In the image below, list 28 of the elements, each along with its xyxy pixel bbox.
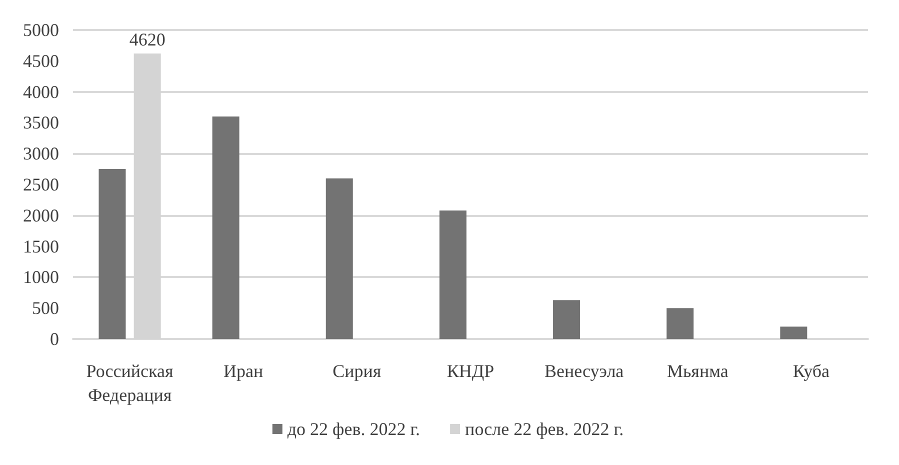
y-tick-label: 3000 [23, 144, 59, 164]
x-tick-label: Куба [792, 361, 830, 381]
bar [212, 116, 240, 339]
x-tick-label: Мьянма [666, 361, 728, 381]
x-tick-label: Венесуэла [544, 361, 624, 381]
bar [666, 308, 694, 339]
bar [780, 326, 808, 339]
x-tick-label: Российская Федерация [86, 361, 174, 405]
x-tick-label: КНДР [446, 361, 494, 381]
y-tick-label: 4500 [23, 50, 59, 71]
bar [439, 210, 466, 339]
y-tick-label: 4000 [23, 82, 59, 102]
y-tick-label: 1000 [23, 267, 59, 288]
y-tick-label: 5000 [23, 20, 59, 40]
legend-label: до 22 фев. 2022 г. [287, 419, 420, 439]
y-tick-label: 3500 [23, 112, 59, 133]
bar [98, 169, 126, 339]
bar [553, 300, 580, 339]
y-tick-label: 1500 [23, 236, 59, 256]
y-tick-label: 2500 [23, 174, 59, 194]
bar [326, 178, 353, 339]
y-tick-label: 500 [32, 298, 59, 318]
y-tick-label: 2000 [23, 205, 59, 226]
legend-label: после 22 фев. 2022 г. [465, 419, 624, 439]
x-tick-label: Иран [224, 361, 264, 381]
data-label: 4620 [129, 29, 166, 50]
x-tick-label: Сирия [332, 361, 382, 381]
y-tick-label: 0 [50, 329, 59, 349]
